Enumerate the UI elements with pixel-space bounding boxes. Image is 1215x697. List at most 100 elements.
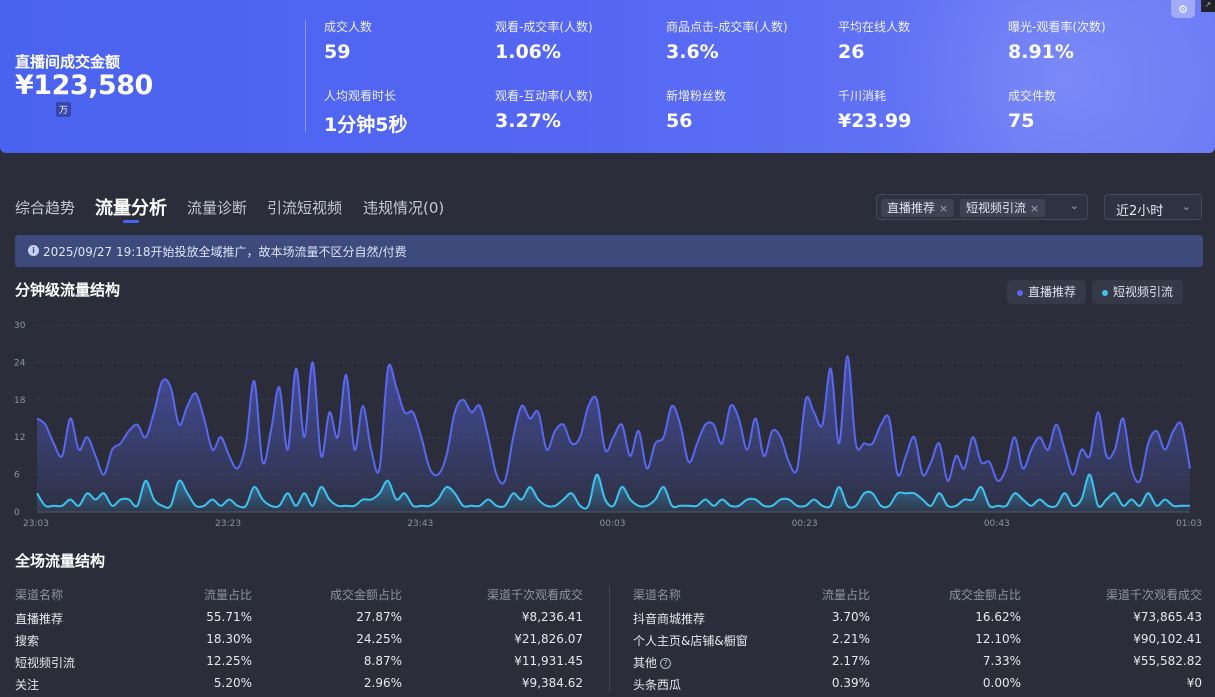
table-cell-text: 2.96% <box>363 676 402 690</box>
table-header-cell: 成交金额占比 <box>948 588 1021 602</box>
metric-orders-count: 成交人数 59 <box>324 20 373 63</box>
metric-click-conversion: 商品点击-成交率(人数) 3.6% <box>666 20 788 63</box>
table-header-cell: 渠道名称 <box>633 588 682 602</box>
x-tick-label: 23:43 <box>407 519 433 529</box>
help-icon[interactable]: ? <box>660 658 672 669</box>
channel-name-cell: 抖音商城推荐 <box>633 610 705 627</box>
channel-name-cell: 短视频引流 <box>15 654 75 671</box>
table-cell-text: ¥73,865.43 <box>1133 610 1202 624</box>
channel-name-cell: 个人主页&店铺&橱窗 <box>633 632 748 649</box>
table-cell-text: 55.71% <box>206 610 252 624</box>
table-cell-text: 2.17% <box>831 654 870 668</box>
filter-chip-short-video[interactable]: 短视频引流 × <box>960 199 1046 217</box>
metric-avg-watch-time: 人均观看时长 1分钟5秒 <box>324 89 408 136</box>
series-line-1[interactable] <box>36 473 1190 510</box>
series-area-0 <box>37 356 1190 512</box>
tab-overall-trend[interactable]: 综合趋势 <box>15 199 76 217</box>
table-value-cell: 16.62% <box>975 610 1021 624</box>
metric-exposure-view-rate: 曝光-观看率(次数) 8.91% <box>1008 20 1106 63</box>
table-value-cell: 2.96% <box>364 676 402 690</box>
gmv-unit-badge: 万 <box>56 102 72 117</box>
channel-name-cell: 其他? <box>633 654 672 671</box>
table-header-cell: 成交金额占比 <box>329 588 402 602</box>
table-value-cell: ¥9,384.62 <box>522 676 583 690</box>
table-cell-text: 头条西瓜 <box>633 678 682 692</box>
table-cell-text: 2.21% <box>831 632 870 646</box>
x-tick-label: 00:03 <box>600 519 626 529</box>
table-cell-text: ¥8,236.41 <box>521 610 583 624</box>
table-cell-text: ¥0 <box>1186 676 1202 690</box>
notice-banner: i 2025/09/27 19:18开始投放全域推广，故本场流量不区分自然/付费 <box>15 235 1203 267</box>
table-cell-text: 5.20% <box>213 676 252 690</box>
metric-view-conversion: 观看-成交率(人数) 1.06% <box>495 20 593 63</box>
table-cell-text: 12.10% <box>975 632 1021 646</box>
channel-name-cell: 搜索 <box>15 632 39 649</box>
table-value-cell: ¥73,865.43 <box>1133 610 1202 624</box>
table-value-cell: ¥90,102.41 <box>1133 632 1202 646</box>
table-header-cell: 渠道名称 <box>15 588 64 602</box>
y-tick-label: 30 <box>14 321 26 331</box>
channel-name-cell: 头条西瓜 <box>633 676 681 693</box>
table-cell-text: 个人主页&店铺&橱窗 <box>633 634 748 648</box>
table-value-cell: ¥0 <box>1187 676 1202 690</box>
table-cell-text: ¥11,931.45 <box>514 654 583 668</box>
table-value-cell: 2.17% <box>832 654 870 668</box>
table-cell-text: ¥21,826.07 <box>514 632 583 646</box>
notice-text: 2025/09/27 19:18开始投放全域推广，故本场流量不区分自然/付费 <box>43 245 407 259</box>
table-cell-text: ¥90,102.41 <box>1133 632 1202 646</box>
metric-new-fans: 新增粉丝数 56 <box>666 89 727 132</box>
table-cell-text: 8.87% <box>363 654 402 668</box>
y-tick-label: 18 <box>14 396 26 406</box>
expand-corner-icon[interactable]: ↗ <box>1201 0 1215 12</box>
table-value-cell: ¥8,236.41 <box>522 610 583 624</box>
x-tick-label: 00:43 <box>984 519 1010 529</box>
table-value-cell: 12.10% <box>975 632 1021 646</box>
table-cell-text: ¥9,384.62 <box>521 676 583 690</box>
table-cell-text: 27.87% <box>356 610 402 624</box>
table-cell-text: 直播推荐 <box>15 612 64 626</box>
y-tick-label: 6 <box>14 471 20 481</box>
legend-item-short-video[interactable]: 短视频引流 <box>1092 280 1184 304</box>
settings-gear-icon[interactable]: ⚙ <box>1171 0 1195 18</box>
table-value-cell: ¥11,931.45 <box>514 654 583 668</box>
metric-ad-spend: 千川消耗 ¥23.99 <box>838 89 912 132</box>
traffic-structure-title: 全场流量结构 <box>15 552 106 570</box>
channel-name-cell: 关注 <box>15 676 39 693</box>
filter-chip-live-recommend[interactable]: 直播推荐 × <box>881 199 955 217</box>
table-header-cell: 渠道千次观看成交 <box>486 588 583 602</box>
summary-header: 直播间成交金额 ¥123,580 万 成交人数 59 观看-成交率(人数) 1.… <box>0 0 1215 153</box>
table-value-cell: 27.87% <box>356 610 402 624</box>
table-cell-text: 3.70% <box>831 610 870 624</box>
table-value-cell: 12.25% <box>206 654 252 668</box>
legend-item-live-recommend[interactable]: 直播推荐 <box>1007 280 1087 304</box>
time-range-select[interactable]: 近2小时 ⌄ <box>1104 194 1202 220</box>
table-cell-text: 18.30% <box>206 632 252 646</box>
table-value-cell: 24.25% <box>356 632 402 646</box>
tab-short-video-traffic[interactable]: 引流短视频 <box>267 199 343 217</box>
table-value-cell: 55.71% <box>206 610 252 624</box>
tab-traffic-diagnosis[interactable]: 流量诊断 <box>187 199 248 217</box>
table-cell-text: 16.62% <box>975 610 1021 624</box>
chevron-down-icon[interactable]: ⌄ <box>1069 199 1079 212</box>
chip-close-icon[interactable]: × <box>1030 202 1040 215</box>
table-value-cell: ¥55,582.82 <box>1133 654 1202 668</box>
tab-traffic-analysis[interactable]: 流量分析 <box>95 198 167 219</box>
header-divider <box>305 20 306 132</box>
table-cell-text: 0.39% <box>831 676 870 690</box>
y-tick-label: 0 <box>14 508 20 518</box>
metric-avg-online: 平均在线人数 26 <box>838 20 911 63</box>
minute-traffic-chart[interactable]: 0 6 12 18 24 30 23:03 23:23 23:43 00:03 00:23 00:43… <box>0 310 1215 535</box>
table-value-cell: 0.00% <box>983 676 1021 690</box>
chip-close-icon[interactable]: × <box>939 202 949 215</box>
table-cell-text: 24.25% <box>356 632 402 646</box>
table-value-cell: 18.30% <box>206 632 252 646</box>
table-cell-text: 搜索 <box>15 634 40 648</box>
table-header-cell: 流量占比 <box>821 588 870 602</box>
channel-filter-select[interactable]: 直播推荐 × 短视频引流 × ⌄ <box>876 194 1088 220</box>
legend-dot <box>1017 289 1023 296</box>
table-value-cell: 2.21% <box>832 632 870 646</box>
table-value-cell: 3.70% <box>832 610 870 624</box>
table-value-cell: ¥21,826.07 <box>514 632 583 646</box>
series-line-0[interactable] <box>36 355 1191 485</box>
tab-violations[interactable]: 违规情况(0) <box>363 199 445 217</box>
